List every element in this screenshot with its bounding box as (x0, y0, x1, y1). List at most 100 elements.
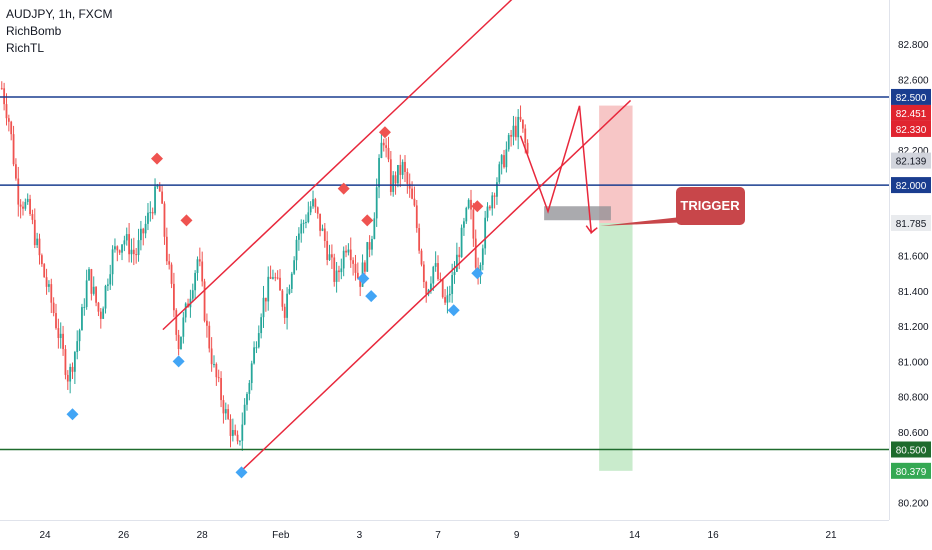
candle-body (288, 288, 291, 294)
candle-body (500, 155, 503, 165)
candle-body (319, 213, 321, 231)
horizontal-levels[interactable] (0, 96, 889, 451)
projection-path[interactable] (519, 105, 611, 235)
candle-body (302, 222, 305, 224)
candle-body (57, 328, 60, 339)
buy-signal-marker (447, 304, 460, 317)
candle-body (434, 263, 437, 267)
channel-lower-line[interactable] (240, 99, 632, 472)
sell-signal-marker (471, 200, 484, 213)
candle-body (380, 142, 383, 158)
candle-body (66, 374, 69, 382)
candle-body (389, 159, 392, 192)
candle-body (161, 191, 164, 204)
candle-body (73, 352, 76, 372)
take-profit-zone[interactable] (599, 222, 633, 471)
candle-body (269, 276, 272, 279)
price-badges: 82.500 82.451 82.330 82.139 82.000 81.785 80.5… (891, 88, 931, 479)
candle-body (227, 409, 230, 419)
indicator-richbomb[interactable]: RichBomb (6, 24, 62, 38)
candle-body (510, 135, 512, 137)
chart-legend: AUDJPY, 1h, FXCM RichBomb RichTL (6, 6, 112, 57)
candle-body (526, 142, 529, 154)
candle-body (253, 347, 255, 364)
candle-body (281, 290, 284, 307)
candle-body (486, 206, 489, 218)
indicator-richtl[interactable]: RichTL (6, 41, 45, 55)
candle-body (411, 188, 413, 199)
candle-body (168, 261, 171, 265)
candle-body (29, 198, 31, 215)
trigger-callout[interactable]: TRIGGER (600, 187, 745, 226)
price-tick-label: 80.200 (898, 498, 929, 509)
candle-body (224, 409, 227, 414)
candle-body (231, 430, 234, 436)
candle-body (364, 262, 366, 272)
candle-body (121, 244, 123, 253)
candle-body (437, 263, 439, 280)
channel-upper-line[interactable] (162, 0, 521, 331)
candle-body (95, 286, 97, 303)
trigger-callout-box (676, 187, 745, 225)
candle-body (99, 311, 102, 319)
candle-body (481, 248, 484, 265)
candle-body (455, 254, 458, 272)
candle-body (472, 209, 475, 239)
candle-body (519, 116, 522, 120)
candle-body (415, 205, 418, 229)
trend-channel[interactable] (162, 0, 632, 472)
candle-body (48, 284, 50, 287)
candle-body (264, 297, 267, 302)
candle-body (345, 250, 347, 253)
position-zones (599, 105, 633, 471)
candle-body (90, 269, 93, 294)
candle-body (295, 239, 298, 261)
candle-body (97, 302, 100, 312)
time-axis[interactable]: 24 26 28 Feb 3 7 9 14 16 21 (39, 530, 837, 541)
trigger-zone-box[interactable] (544, 206, 611, 221)
candle-body (335, 270, 338, 282)
candle-body (378, 157, 380, 188)
candle-body (430, 283, 432, 290)
candle-body (147, 212, 149, 224)
candle-body (213, 364, 215, 366)
symbol-title[interactable]: AUDJPY, 1h, FXCM (6, 7, 113, 21)
candle-body (88, 269, 90, 281)
time-tick-label: 14 (629, 530, 641, 541)
candle-body (272, 277, 274, 279)
price-tick-label: 81.600 (898, 252, 929, 263)
price-badge-label: 82.000 (896, 181, 927, 192)
stop-loss-zone[interactable] (599, 105, 633, 223)
candle-body (163, 203, 166, 237)
candle-body (125, 234, 128, 241)
price-badge-label: 82.139 (896, 157, 927, 168)
trigger-label: TRIGGER (680, 198, 740, 213)
time-tick-label: Feb (272, 530, 290, 541)
sell-signal-marker (361, 214, 374, 227)
candle-body (151, 212, 154, 214)
candle-body (286, 293, 288, 318)
candle-body (111, 249, 114, 275)
candle-body (19, 204, 22, 207)
candle-body (503, 155, 505, 168)
candle-body (514, 125, 517, 138)
candle-body (246, 393, 248, 405)
candle-body (488, 206, 491, 209)
candle-body (158, 186, 161, 192)
candle-body (250, 363, 253, 384)
candle-body (78, 330, 81, 342)
candle-body (118, 250, 121, 253)
candle-body (149, 212, 152, 214)
candle-body (375, 187, 378, 219)
candle-body (81, 307, 83, 331)
candle-body (52, 302, 55, 314)
candle-body (43, 264, 46, 278)
candle-body (276, 277, 279, 279)
candle-body (24, 202, 27, 209)
candle-body (441, 279, 444, 298)
candle-body (521, 119, 524, 129)
candle-body (356, 272, 359, 279)
candle-body (215, 364, 218, 378)
candle-body (283, 306, 286, 318)
